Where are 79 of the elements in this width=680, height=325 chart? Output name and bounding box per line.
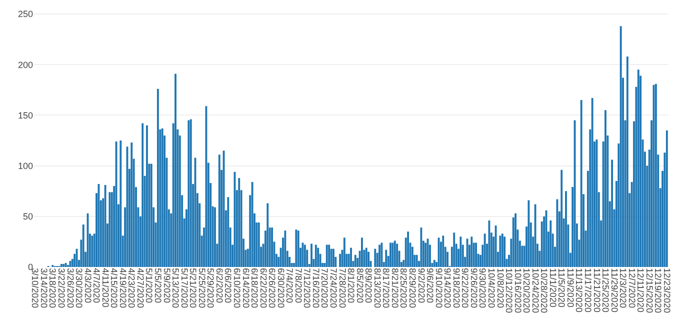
x-tick-label: 5/9/2020: [162, 268, 172, 304]
x-tick-label: 4/27/2020: [135, 268, 146, 308]
x-tick-label: 5/13/2020: [170, 268, 181, 308]
x-tick-label: 7/20/2020: [320, 268, 330, 308]
x-tick-label: 10/24/2020: [530, 268, 540, 314]
x-tick-label: 4/11/2020: [100, 268, 110, 308]
x-tick-label: 4/7/2020: [92, 268, 102, 304]
x-tick-label: 12/23/2020: [662, 268, 672, 314]
x-tick-label: 7/28/2020: [337, 268, 348, 308]
x-tick-label: 6/18/2020: [250, 268, 260, 308]
x-tick-label: 8/9/2020: [364, 268, 374, 304]
x-tick-label: 4/23/2020: [126, 268, 137, 308]
x-tick-label: 3/22/2020: [56, 268, 66, 308]
x-tick-label: 8/13/2020: [372, 268, 382, 308]
x-tick-label: 11/13/2020: [574, 268, 584, 312]
x-tick-label: 8/1/2020: [346, 268, 356, 304]
y-tick-label: 50: [22, 212, 33, 222]
x-tick-label: 11/17/2020: [583, 268, 594, 312]
x-tick-label: 9/14/2020: [442, 268, 453, 308]
x-tick-label: 9/26/2020: [468, 268, 479, 308]
x-tick-label: 5/25/2020: [196, 268, 207, 308]
x-tick-label: 11/29/2020: [609, 268, 620, 312]
y-tick-label: 250: [18, 9, 33, 20]
x-tick-label: 10/20/2020: [522, 268, 532, 314]
x-tick-label: 3/10/2020: [30, 268, 40, 308]
x-tick-label: 12/11/2020: [636, 268, 646, 312]
x-tick-label: 5/1/2020: [144, 268, 154, 304]
x-tick-label: 5/17/2020: [179, 268, 190, 308]
x-tick-label: 6/6/2020: [223, 268, 234, 304]
y-tick-label: 0: [28, 262, 33, 272]
x-tick-label: 6/14/2020: [240, 268, 251, 308]
x-tick-label: 7/16/2020: [310, 268, 321, 308]
x-tick-label: 6/22/2020: [258, 268, 268, 308]
x-tick-label: 3/26/2020: [65, 268, 76, 308]
x-tick-label: 5/21/2020: [188, 268, 198, 308]
x-tick-label: 4/15/2020: [109, 268, 120, 308]
x-tick-label: 12/3/2020: [618, 268, 628, 308]
y-tick-label: 150: [18, 110, 33, 120]
x-tick-label: 9/2/2020: [416, 268, 426, 304]
x-tick-label: 7/24/2020: [328, 268, 339, 308]
x-tick-label: 4/19/2020: [118, 268, 128, 308]
x-tick-label: 11/9/2020: [565, 268, 576, 308]
x-tick-label: 6/2/2020: [214, 268, 224, 304]
x-tick-label: 10/4/2020: [486, 268, 496, 308]
x-tick-label: 8/25/2020: [398, 268, 409, 308]
x-tick-label: 5/5/2020: [153, 268, 164, 304]
x-tick-label: 4/3/2020: [82, 268, 93, 304]
y-tick-label: 100: [18, 160, 33, 171]
x-tick-label: 3/30/2020: [74, 268, 84, 308]
x-tick-label: 8/29/2020: [408, 268, 418, 308]
x-tick-label: 10/12/2020: [504, 268, 514, 314]
x-tick-label: 10/28/2020: [539, 268, 550, 314]
x-tick-label: 11/25/2020: [600, 268, 611, 312]
x-tick-label: 10/16/2020: [512, 268, 523, 314]
x-tick-label: 10/8/2020: [495, 268, 506, 308]
x-tick-label: 7/12/2020: [302, 268, 312, 308]
x-tick-label: 6/30/2020: [276, 268, 286, 308]
x-tick-label: 11/21/2020: [592, 268, 602, 312]
x-tick-label: 11/5/2020: [556, 268, 567, 308]
x-tick-label: 6/26/2020: [267, 268, 278, 308]
x-tick-label: 8/5/2020: [354, 268, 365, 304]
x-tick-label: 9/6/2020: [425, 268, 436, 304]
x-tick-label: 9/18/2020: [451, 268, 462, 308]
x-tick-label: 9/10/2020: [434, 268, 444, 308]
x-tick-label: 8/17/2020: [381, 268, 392, 308]
x-tick-label: 11/1/2020: [548, 268, 558, 308]
x-tick-label: 12/19/2020: [653, 268, 664, 314]
x-tick-label: 12/7/2020: [626, 268, 637, 308]
x-tick-label: 6/10/2020: [232, 268, 242, 308]
x-tick-label: 9/30/2020: [478, 268, 488, 308]
x-tick-label: 7/8/2020: [293, 268, 304, 304]
y-tick-label: 200: [18, 60, 33, 70]
x-tick-label: 12/15/2020: [644, 268, 654, 314]
x-tick-label: 8/21/2020: [390, 268, 400, 308]
x-tick-label: 9/22/2020: [460, 268, 470, 308]
x-tick-label: 3/14/2020: [38, 268, 49, 308]
x-tick-label: 5/29/2020: [206, 268, 216, 308]
x-tick-label: 7/4/2020: [284, 268, 295, 304]
x-tick-label: 3/18/2020: [48, 268, 58, 308]
